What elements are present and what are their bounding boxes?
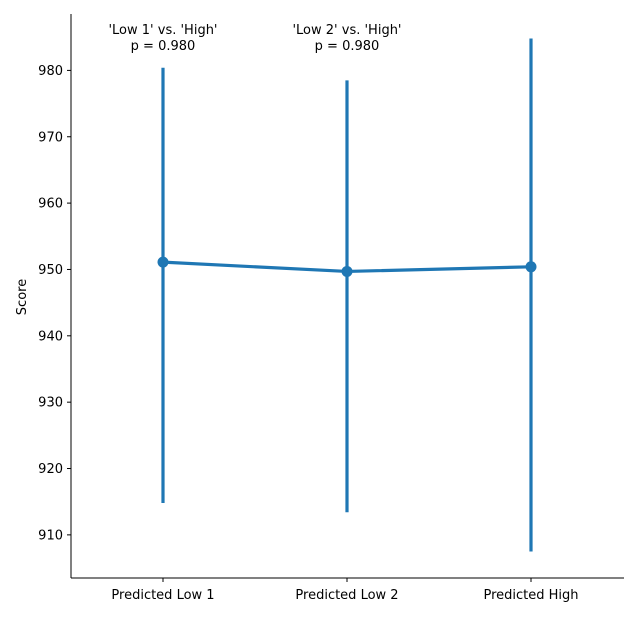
annotation-p-value: p = 0.980: [131, 39, 196, 54]
x-tick-label: Predicted Low 2: [295, 588, 398, 603]
y-tick-label: 960: [38, 197, 63, 212]
y-tick-label: 910: [38, 528, 63, 543]
y-tick-label: 920: [38, 462, 63, 477]
axes: 910 920 930 940 950 960 970 980 Predicted Low 1 P…: [38, 14, 624, 603]
y-tick-label: 930: [38, 396, 63, 411]
y-tick-label: 970: [38, 130, 63, 145]
data-point: [525, 261, 537, 273]
x-tick-label: Predicted High: [483, 588, 578, 603]
y-tick-label: 980: [38, 64, 63, 79]
y-tick-label: 950: [38, 263, 63, 278]
annotation-p-value: p = 0.980: [315, 39, 380, 54]
y-tick-label: 940: [38, 329, 63, 344]
data-point: [341, 265, 353, 277]
x-tick-label: Predicted Low 1: [111, 588, 214, 603]
data-point: [157, 256, 169, 268]
plot-area: 'Low 1' vs. 'High'p = 0.980'Low 2' vs. '…: [108, 23, 537, 552]
annotation-comparison: 'Low 1' vs. 'High': [108, 23, 217, 38]
y-axis-title: Score: [15, 279, 30, 315]
annotation-comparison: 'Low 2' vs. 'High': [292, 23, 401, 38]
